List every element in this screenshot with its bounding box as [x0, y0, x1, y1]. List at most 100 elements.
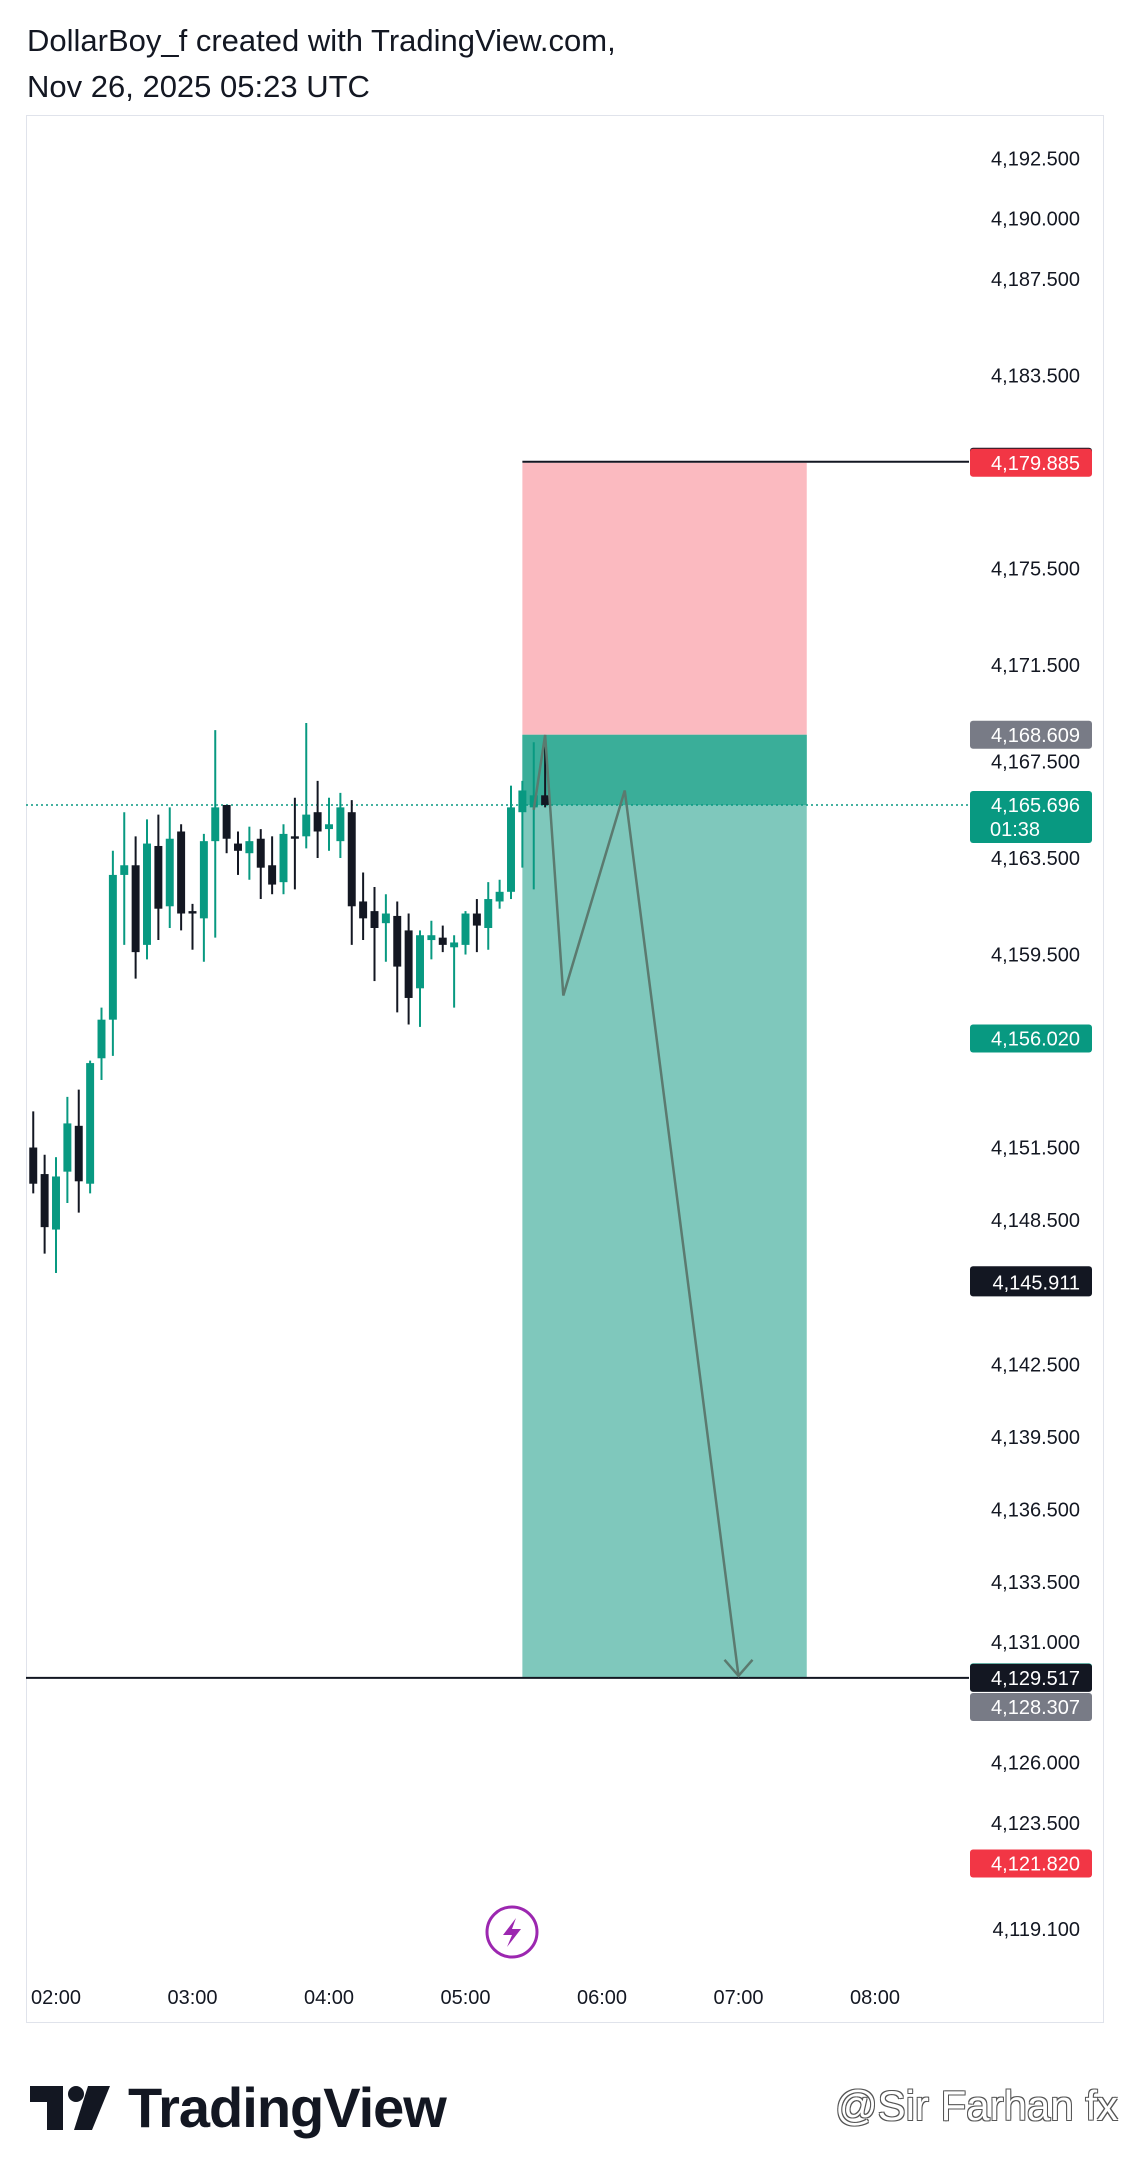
candle-body [302, 814, 311, 837]
candle-body [495, 891, 504, 902]
candle-body [120, 865, 129, 875]
candle-body [484, 899, 493, 928]
price-tag-bg [970, 1024, 1092, 1053]
candle-body [518, 790, 527, 813]
candle-body [529, 795, 538, 808]
candle-18 [234, 831, 242, 875]
y-tick-label-0: 4,192.500 [991, 148, 1080, 170]
price-tag-bg [970, 1663, 1092, 1692]
candle-body [256, 838, 265, 868]
x-tick-label-6: 08:00 [850, 1987, 900, 2009]
candle-body [336, 807, 345, 842]
lightning-icon-bolt [503, 1918, 521, 1947]
candle-body [131, 865, 140, 953]
candle-4 [74, 1089, 83, 1213]
candle-body [347, 812, 356, 907]
y-tick-label-2: 4,187.500 [991, 269, 1080, 291]
candle-7 [108, 850, 117, 1056]
candle-37 [450, 935, 459, 1008]
candle-body [461, 913, 470, 945]
candle-body [450, 942, 459, 948]
candle-40 [484, 882, 493, 950]
price-tag-bg [970, 1693, 1092, 1722]
price-tag-value: 4,121.820 [991, 1854, 1080, 1876]
tradingview-logo[interactable]: TradingView [30, 2075, 447, 2140]
candle-19 [245, 826, 254, 880]
candle-23 [290, 797, 299, 890]
candle-8 [120, 812, 129, 945]
candle-39 [472, 899, 481, 953]
y-tick-label-6: 4,167.500 [991, 752, 1080, 774]
attribution-timestamp: Nov 26, 2025 05:23 UTC [27, 69, 370, 104]
price-tag-value: 4,168.609 [991, 725, 1080, 747]
candle-body [199, 841, 208, 919]
stop-loss-zone [522, 462, 807, 735]
projected-path [532, 734, 740, 1677]
candle-3 [63, 1096, 72, 1204]
candle-body [472, 913, 481, 926]
price-tag-1: 4,179.885 [970, 448, 1092, 477]
y-tick-label-4: 4,175.500 [991, 559, 1080, 581]
x-tick-label-5: 07:00 [713, 1987, 763, 2009]
author-watermark: @Sir Farhan fx [834, 2082, 1118, 2129]
candle-0 [29, 1111, 38, 1194]
candle-9 [131, 836, 140, 979]
candle-body [52, 1176, 60, 1230]
candle-body [438, 937, 447, 945]
candle-42 [507, 785, 515, 900]
candle-body [541, 795, 550, 805]
candle-body [143, 843, 151, 945]
candle-body [279, 833, 288, 883]
y-tick-label-1: 4,190.000 [991, 209, 1080, 231]
candle-20 [256, 829, 265, 900]
candle-12 [165, 807, 174, 928]
y-tick-label-7: 4,163.500 [991, 848, 1080, 870]
candle-38 [461, 911, 470, 955]
active-profit-zone [522, 734, 807, 806]
x-tick-label-2: 04:00 [304, 1987, 354, 2009]
price-tag-bg [970, 791, 1092, 844]
price-tag-value: 4,156.020 [991, 1028, 1080, 1050]
candle-31 [381, 894, 390, 962]
candle-body [268, 865, 277, 885]
price-tag-value: 4,145.911 [993, 1272, 1081, 1294]
candle-30 [370, 886, 379, 982]
candle-17 [222, 804, 231, 854]
candle-body [381, 913, 390, 924]
candle-body [359, 901, 368, 919]
price-tag-value: 4,165.696 [991, 795, 1080, 817]
candle-body [222, 804, 231, 839]
candle-25 [313, 780, 322, 859]
candle-24 [302, 722, 311, 849]
x-tick-label-3: 05:00 [440, 1987, 490, 2009]
price-tag-2: 4,168.609 [970, 720, 1092, 749]
candle-5 [86, 1060, 95, 1194]
y-tick-label-13: 4,136.500 [991, 1499, 1080, 1521]
candle-body [63, 1123, 72, 1172]
lightning-icon[interactable] [485, 1905, 539, 1959]
candle-41 [495, 879, 504, 909]
candle-28 [347, 800, 356, 945]
candle-2 [52, 1157, 60, 1273]
projected-path-arrowhead [723, 1659, 754, 1678]
price-tag-bg [970, 1849, 1092, 1878]
candle-6 [97, 1007, 106, 1080]
price-tag-value: 4,179.885 [991, 453, 1080, 475]
candle-15 [199, 833, 208, 962]
x-tick-label-1: 03:00 [167, 1987, 217, 2009]
candle-body [86, 1063, 95, 1184]
candle-body [325, 824, 333, 830]
candle-body [165, 838, 174, 907]
price-tag-4: 4,156.020 [970, 1024, 1092, 1053]
price-tag-bg [970, 1268, 1092, 1297]
price-tag-9: 4,128.307 [970, 1693, 1092, 1722]
candle-body [416, 935, 424, 989]
price-tag-10: 4,121.820 [970, 1849, 1092, 1878]
y-tick-label-9: 4,151.500 [991, 1138, 1080, 1160]
candle-43 [518, 780, 527, 868]
chart-frame [26, 115, 1104, 2023]
candle-32 [393, 901, 402, 1013]
price-tag-value: 4,128.307 [991, 1697, 1080, 1719]
candle-body [154, 845, 163, 909]
